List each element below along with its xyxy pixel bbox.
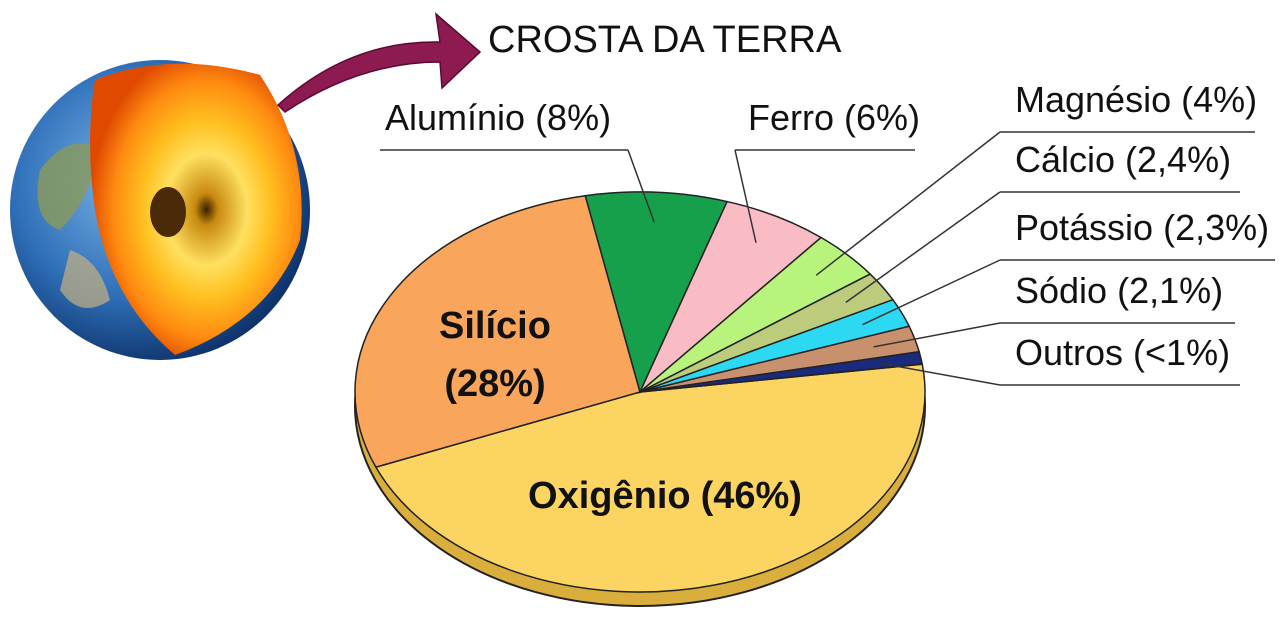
leader-line	[734, 149, 757, 243]
slice-label-group: Sódio (2,1%)	[1015, 270, 1223, 311]
leader-line	[873, 322, 1001, 348]
leader-line	[627, 149, 655, 223]
earth-illustration	[10, 60, 310, 360]
slice-label-group: Alumínio (8%)	[385, 97, 611, 138]
slice-label-group: Potássio (2,3%)	[1015, 207, 1269, 248]
pie-slice	[584, 191, 729, 395]
slice-label-group: Ferro (6%)	[748, 97, 920, 138]
leader-line	[815, 131, 1001, 276]
value-label: (<1%)	[1133, 332, 1230, 373]
value-label: (6%)	[844, 97, 920, 138]
leader-line	[878, 362, 1001, 386]
labels: Oxigênio (46%) Silício (28%) Alumínio (8%) Fer…	[380, 79, 1275, 517]
slice-label-group: Outros (<1%)	[1015, 332, 1230, 373]
pie-slice	[639, 350, 924, 393]
slice-label: Outros	[1015, 332, 1123, 373]
slice-label: Alumínio	[385, 97, 525, 138]
slice-label: Oxigênio	[528, 475, 691, 517]
slice-label: Sódio	[1015, 270, 1107, 311]
value-label: (8%)	[535, 97, 611, 138]
leader-line	[862, 259, 1001, 326]
value-label: (2,4%)	[1125, 139, 1231, 180]
value-label: (4%)	[1181, 79, 1257, 120]
value-label: (2,1%)	[1117, 270, 1223, 311]
slice-label-group: Magnésio (4%)	[1015, 79, 1257, 120]
slice-label: Potássio	[1015, 207, 1153, 248]
slice-label: Cálcio	[1015, 139, 1115, 180]
leader-line	[845, 191, 1001, 304]
slice-label: Magnésio	[1015, 79, 1171, 120]
pie-slice	[374, 363, 926, 593]
slice-label-group: Cálcio (2,4%)	[1015, 139, 1231, 180]
arrow	[276, 12, 482, 113]
pie	[354, 191, 926, 607]
value-label: (28%)	[444, 363, 545, 405]
chart-title: CROSTA DA TERRA	[488, 19, 842, 61]
value-label: (46%)	[701, 475, 802, 517]
slice-label: Ferro	[748, 97, 834, 138]
slice-label-group: Oxigênio (46%)	[528, 475, 802, 517]
pie-slice	[354, 194, 641, 469]
value-label: (2,3%)	[1163, 207, 1269, 248]
slice-label: Silício	[439, 305, 551, 347]
